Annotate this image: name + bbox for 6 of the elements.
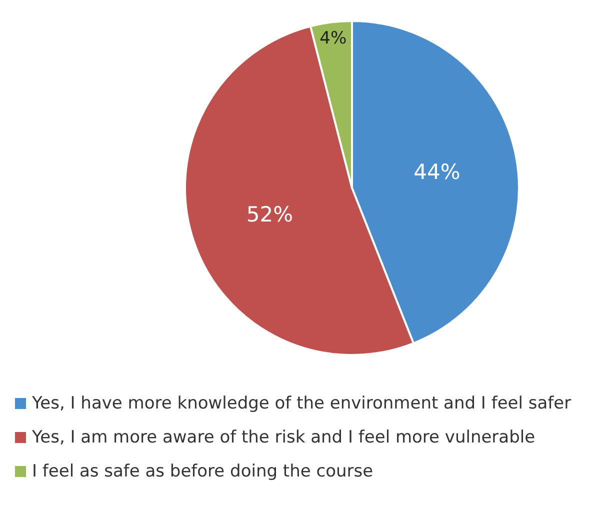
- data-label: 52%: [246, 202, 294, 227]
- legend-label: I feel as safe as before doing the course: [32, 462, 374, 482]
- legend-label: Yes, I am more aware of the risk and I feel more vulnerable: [31, 428, 536, 448]
- data-label: 4%: [320, 28, 347, 49]
- legend-label: Yes, I have more knowledge of the environment and I feel safer: [31, 394, 572, 414]
- data-label: 44%: [414, 160, 460, 184]
